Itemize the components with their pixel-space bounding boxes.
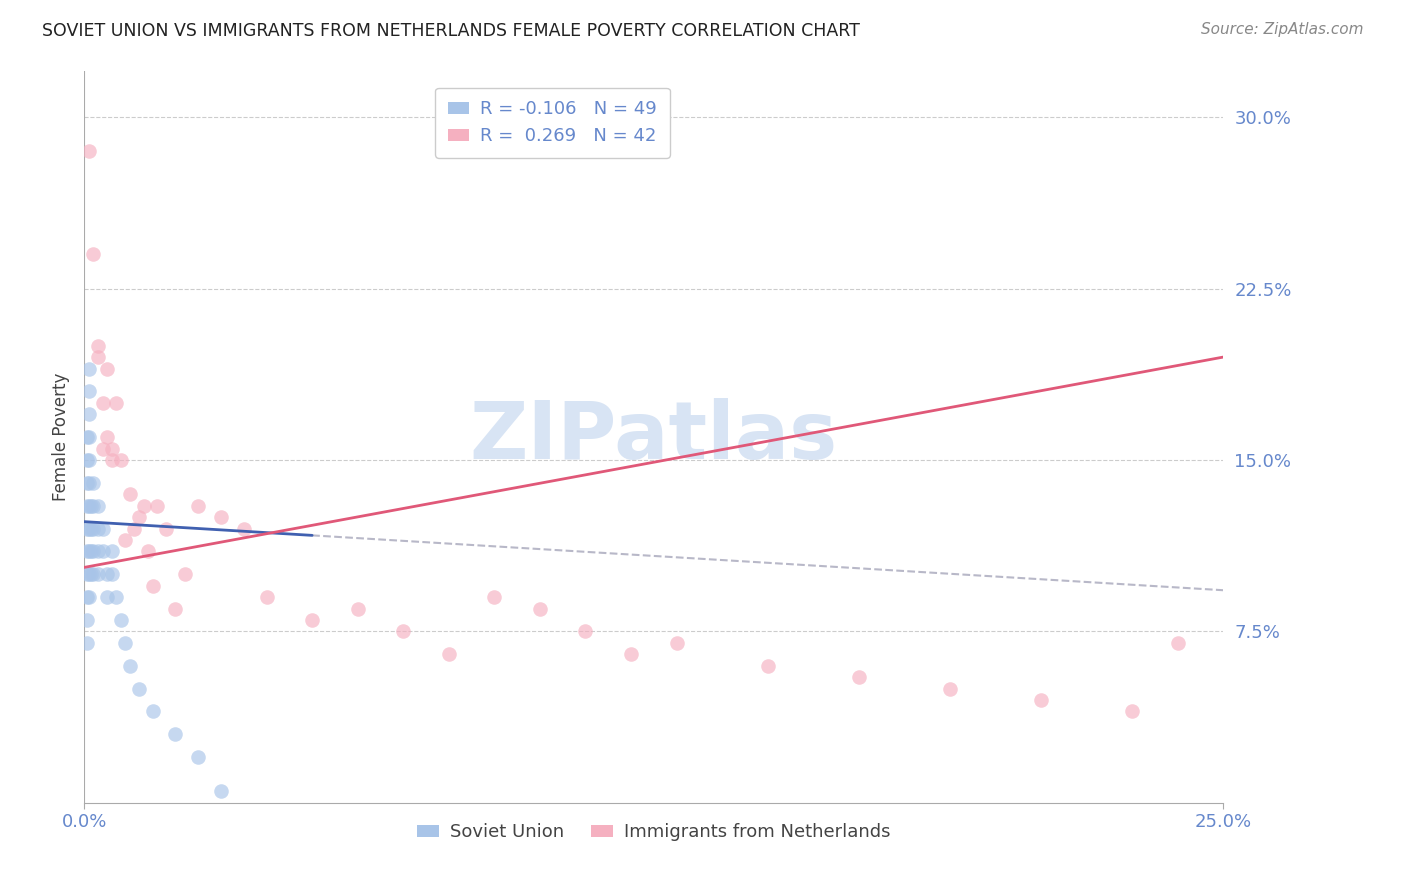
- Text: Source: ZipAtlas.com: Source: ZipAtlas.com: [1201, 22, 1364, 37]
- Point: [187, 750, 209, 764]
- Point: [118, 487, 141, 501]
- Point: [77, 145, 100, 159]
- Point: [100, 453, 122, 467]
- Point: [620, 647, 643, 661]
- Point: [77, 361, 100, 376]
- Point: [80, 544, 103, 558]
- Point: [437, 647, 460, 661]
- Point: [100, 567, 122, 582]
- Point: [128, 510, 150, 524]
- Point: [346, 601, 368, 615]
- Point: [574, 624, 596, 639]
- Point: [76, 636, 98, 650]
- Point: [77, 499, 100, 513]
- Point: [77, 567, 100, 582]
- Point: [82, 247, 104, 261]
- Point: [301, 613, 323, 627]
- Point: [80, 521, 103, 535]
- Point: [87, 499, 110, 513]
- Point: [87, 567, 110, 582]
- Point: [155, 521, 177, 535]
- Point: [1121, 705, 1143, 719]
- Point: [136, 544, 159, 558]
- Point: [77, 544, 100, 558]
- Point: [848, 670, 870, 684]
- Point: [100, 544, 122, 558]
- Point: [80, 499, 103, 513]
- Point: [173, 567, 195, 582]
- Point: [110, 613, 132, 627]
- Point: [87, 338, 110, 352]
- Point: [209, 510, 232, 524]
- Point: [82, 567, 104, 582]
- Point: [96, 567, 118, 582]
- Point: [91, 544, 114, 558]
- Point: [128, 681, 150, 696]
- Point: [76, 430, 98, 444]
- Point: [80, 567, 103, 582]
- Point: [76, 544, 98, 558]
- Point: [105, 396, 128, 410]
- Point: [105, 590, 128, 604]
- Point: [82, 499, 104, 513]
- Y-axis label: Female Poverty: Female Poverty: [52, 373, 70, 501]
- Point: [82, 475, 104, 490]
- Point: [100, 442, 122, 456]
- Point: [114, 636, 136, 650]
- Point: [1029, 693, 1052, 707]
- Point: [484, 590, 506, 604]
- Point: [232, 521, 254, 535]
- Point: [392, 624, 415, 639]
- Point: [142, 705, 165, 719]
- Point: [165, 727, 187, 741]
- Point: [665, 636, 688, 650]
- Point: [76, 475, 98, 490]
- Point: [77, 590, 100, 604]
- Point: [146, 499, 169, 513]
- Point: [77, 521, 100, 535]
- Point: [132, 499, 155, 513]
- Point: [76, 613, 98, 627]
- Point: [87, 521, 110, 535]
- Text: SOVIET UNION VS IMMIGRANTS FROM NETHERLANDS FEMALE POVERTY CORRELATION CHART: SOVIET UNION VS IMMIGRANTS FROM NETHERLA…: [42, 22, 860, 40]
- Point: [77, 430, 100, 444]
- Point: [82, 544, 104, 558]
- Point: [256, 590, 278, 604]
- Point: [209, 784, 232, 798]
- Point: [96, 430, 118, 444]
- Point: [529, 601, 551, 615]
- Point: [91, 521, 114, 535]
- Point: [110, 453, 132, 467]
- Point: [77, 453, 100, 467]
- Point: [77, 407, 100, 421]
- Point: [96, 361, 118, 376]
- Point: [76, 590, 98, 604]
- Point: [142, 579, 165, 593]
- Point: [76, 567, 98, 582]
- Point: [76, 453, 98, 467]
- Point: [124, 521, 146, 535]
- Legend: Soviet Union, Immigrants from Netherlands: Soviet Union, Immigrants from Netherland…: [411, 816, 897, 848]
- Point: [77, 384, 100, 399]
- Point: [118, 658, 141, 673]
- Text: ZIPatlas: ZIPatlas: [470, 398, 838, 476]
- Point: [187, 499, 209, 513]
- Point: [87, 350, 110, 364]
- Point: [87, 544, 110, 558]
- Point: [76, 499, 98, 513]
- Point: [76, 521, 98, 535]
- Point: [114, 533, 136, 547]
- Point: [165, 601, 187, 615]
- Point: [91, 396, 114, 410]
- Point: [1167, 636, 1189, 650]
- Point: [96, 590, 118, 604]
- Point: [939, 681, 962, 696]
- Point: [82, 521, 104, 535]
- Point: [756, 658, 779, 673]
- Point: [91, 442, 114, 456]
- Point: [77, 475, 100, 490]
